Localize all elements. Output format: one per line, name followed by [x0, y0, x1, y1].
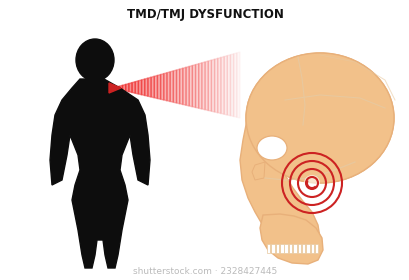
Polygon shape [182, 67, 186, 105]
Polygon shape [284, 244, 287, 253]
Polygon shape [166, 72, 170, 102]
Polygon shape [113, 87, 116, 89]
Polygon shape [259, 214, 322, 264]
Ellipse shape [76, 39, 114, 81]
Polygon shape [186, 66, 189, 106]
Polygon shape [157, 74, 160, 99]
Polygon shape [170, 71, 173, 102]
Polygon shape [271, 244, 274, 253]
Polygon shape [201, 62, 204, 110]
Polygon shape [204, 61, 208, 111]
Polygon shape [266, 244, 270, 253]
Polygon shape [208, 60, 211, 111]
Polygon shape [227, 55, 230, 116]
Polygon shape [119, 85, 122, 90]
Polygon shape [220, 57, 224, 114]
Ellipse shape [256, 136, 286, 160]
Polygon shape [230, 54, 233, 116]
Polygon shape [297, 244, 300, 253]
Text: shutterstock.com · 2328427445: shutterstock.com · 2328427445 [133, 267, 276, 277]
Polygon shape [306, 244, 309, 253]
Polygon shape [288, 244, 292, 253]
Polygon shape [148, 77, 151, 97]
Ellipse shape [245, 53, 393, 183]
Polygon shape [173, 70, 176, 103]
Polygon shape [275, 244, 279, 253]
Polygon shape [211, 59, 214, 112]
Polygon shape [310, 244, 313, 253]
Polygon shape [301, 244, 305, 253]
Polygon shape [279, 244, 283, 253]
Polygon shape [151, 76, 154, 98]
Polygon shape [164, 73, 166, 101]
Polygon shape [135, 81, 138, 94]
Polygon shape [252, 162, 264, 180]
Polygon shape [217, 57, 220, 113]
Polygon shape [144, 78, 148, 96]
Polygon shape [292, 244, 296, 253]
Polygon shape [198, 63, 201, 109]
Polygon shape [224, 56, 227, 115]
Circle shape [303, 175, 319, 191]
Polygon shape [50, 79, 150, 268]
Polygon shape [314, 244, 318, 253]
Polygon shape [138, 80, 141, 95]
Polygon shape [179, 68, 182, 104]
Polygon shape [116, 86, 119, 90]
Polygon shape [132, 82, 135, 93]
Polygon shape [126, 83, 128, 92]
Polygon shape [109, 83, 121, 93]
Polygon shape [192, 65, 195, 108]
Polygon shape [141, 79, 144, 95]
Polygon shape [176, 69, 179, 104]
Polygon shape [122, 84, 126, 91]
Polygon shape [154, 75, 157, 99]
Polygon shape [128, 83, 132, 92]
Polygon shape [214, 58, 217, 113]
Polygon shape [195, 64, 198, 108]
Text: TMD/TMJ DYSFUNCTION: TMD/TMJ DYSFUNCTION [126, 8, 283, 20]
Polygon shape [160, 74, 164, 100]
Polygon shape [189, 66, 192, 107]
Polygon shape [239, 118, 319, 252]
Ellipse shape [245, 53, 393, 183]
